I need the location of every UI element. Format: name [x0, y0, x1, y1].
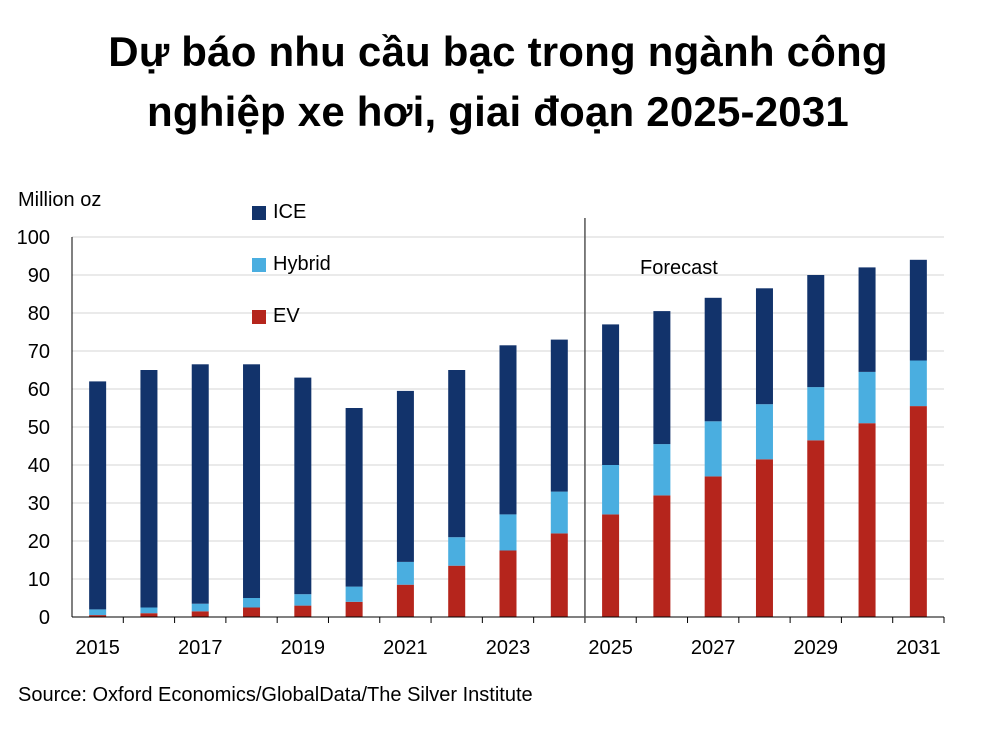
bar-ev-2028 — [755, 459, 773, 617]
bar-ev-2017 — [191, 611, 209, 617]
bar-ice-2015 — [89, 381, 107, 610]
bar-hybrid-2021 — [396, 561, 414, 585]
y-tick-label: 90 — [28, 265, 50, 287]
bar-ice-2024 — [550, 339, 568, 492]
x-tick-label: 2019 — [281, 637, 326, 659]
bar-ev-2019 — [294, 605, 312, 617]
y-tick-label: 40 — [28, 455, 50, 477]
bar-hybrid-2020 — [345, 586, 363, 602]
bar-ice-2030 — [858, 267, 876, 372]
bar-ev-2022 — [448, 565, 466, 617]
legend-swatch-ev — [252, 310, 266, 324]
bar-hybrid-2026 — [653, 444, 671, 496]
bar-hybrid-2028 — [755, 404, 773, 460]
bar-ev-2027 — [704, 476, 722, 617]
chart-title-line-1: Dự báo nhu cầu bạc trong ngành công — [108, 28, 888, 75]
axes: 0 10 20 30 40 50 60 70 80 90 100 2015 2017 2019 2021 20… — [17, 218, 945, 659]
bar-ev-2020 — [345, 601, 363, 617]
bar-hybrid-2024 — [550, 491, 568, 534]
y-tick-label: 80 — [28, 303, 50, 325]
bar-ice-2020 — [345, 408, 363, 587]
bar-hybrid-2017 — [191, 603, 209, 612]
bar-hybrid-2019 — [294, 594, 312, 606]
x-tick-label: 2015 — [75, 637, 120, 659]
bar-ice-2017 — [191, 364, 209, 604]
x-tick-label: 2029 — [794, 637, 839, 659]
bar-ice-2023 — [499, 345, 517, 515]
y-tick-label: 60 — [28, 379, 50, 401]
bars — [89, 259, 927, 617]
x-tick-label: 2027 — [691, 637, 736, 659]
y-tick-label: 70 — [28, 341, 50, 363]
bar-ice-2021 — [396, 390, 414, 562]
bar-hybrid-2016 — [140, 607, 158, 614]
bar-hybrid-2029 — [807, 387, 825, 441]
bar-ice-2029 — [807, 275, 825, 388]
chart-title-line-2: nghiệp xe hơi, giai đoạn 2025-2031 — [147, 88, 849, 135]
legend-label-ice: ICE — [273, 201, 306, 223]
bar-ev-2023 — [499, 550, 517, 617]
bar-ev-2018 — [243, 607, 261, 617]
legend: ICE Hybrid EV — [252, 201, 331, 327]
bar-hybrid-2022 — [448, 537, 466, 566]
bar-hybrid-2031 — [909, 360, 927, 407]
bar-ice-2028 — [755, 288, 773, 405]
bar-ev-2025 — [602, 514, 620, 617]
legend-swatch-ice — [252, 206, 266, 220]
bar-hybrid-2023 — [499, 514, 517, 551]
x-tick-label: 2017 — [178, 637, 223, 659]
bar-ev-2015 — [89, 615, 107, 617]
x-tick-label: 2025 — [588, 637, 633, 659]
bar-ev-2021 — [396, 584, 414, 617]
bar-ev-2031 — [909, 406, 927, 617]
y-tick-label: 10 — [28, 569, 50, 591]
source-note: Source: Oxford Economics/GlobalData/The … — [18, 684, 533, 706]
bar-ice-2022 — [448, 370, 466, 538]
y-tick-label: 20 — [28, 531, 50, 553]
bar-ev-2029 — [807, 440, 825, 617]
chart-title: Dự báo nhu cầu bạc trong ngành công nghi… — [0, 22, 996, 142]
x-tick-label: 2031 — [896, 637, 941, 659]
y-tick-label: 100 — [17, 227, 50, 249]
bar-ice-2025 — [602, 324, 620, 465]
bar-ice-2018 — [243, 364, 261, 598]
bar-ice-2026 — [653, 311, 671, 445]
bar-hybrid-2018 — [243, 598, 261, 608]
legend-swatch-hybrid — [252, 258, 266, 272]
y-axis-label: Million oz — [18, 189, 101, 211]
bar-ev-2024 — [550, 533, 568, 617]
bar-ice-2019 — [294, 377, 312, 595]
bar-hybrid-2025 — [602, 465, 620, 515]
bar-ice-2031 — [909, 259, 927, 361]
x-tick-label: 2021 — [383, 637, 428, 659]
bar-ev-2016 — [140, 613, 158, 617]
forecast-annotation: Forecast — [640, 257, 718, 279]
bar-hybrid-2027 — [704, 421, 722, 477]
bar-ev-2026 — [653, 495, 671, 617]
legend-label-hybrid: Hybrid — [273, 253, 331, 275]
y-tick-label: 30 — [28, 493, 50, 515]
y-tick-label: 50 — [28, 417, 50, 439]
y-tick-label: 0 — [39, 607, 50, 629]
legend-label-ev: EV — [273, 305, 300, 327]
bar-ice-2027 — [704, 297, 722, 422]
bar-ev-2030 — [858, 423, 876, 617]
bar-hybrid-2030 — [858, 371, 876, 424]
bar-ice-2016 — [140, 370, 158, 608]
x-tick-label: 2023 — [486, 637, 531, 659]
bar-hybrid-2015 — [89, 609, 107, 616]
